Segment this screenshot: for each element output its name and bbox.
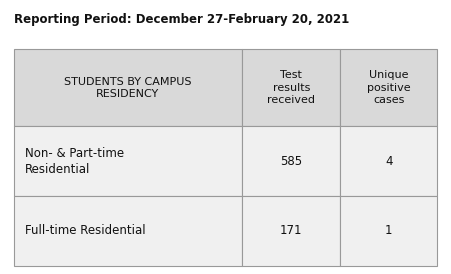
Bar bbox=[243, 126, 340, 196]
Text: Unique
positive
cases: Unique positive cases bbox=[367, 70, 410, 105]
Bar bbox=[14, 126, 243, 196]
Bar bbox=[340, 126, 437, 196]
Text: STUDENTS BY CAMPUS
RESIDENCY: STUDENTS BY CAMPUS RESIDENCY bbox=[64, 76, 192, 99]
Text: 585: 585 bbox=[280, 155, 302, 168]
Text: Test
results
received: Test results received bbox=[267, 70, 315, 105]
Bar bbox=[243, 196, 340, 266]
Bar bbox=[14, 196, 243, 266]
Text: 1: 1 bbox=[385, 224, 392, 237]
Bar bbox=[340, 49, 437, 126]
Text: 171: 171 bbox=[280, 224, 303, 237]
Text: Non- & Part-time
Residential: Non- & Part-time Residential bbox=[25, 147, 124, 176]
Bar bbox=[14, 49, 243, 126]
Text: Reporting Period: December 27-February 20, 2021: Reporting Period: December 27-February 2… bbox=[14, 13, 349, 26]
Bar bbox=[243, 49, 340, 126]
Bar bbox=[340, 196, 437, 266]
Text: 4: 4 bbox=[385, 155, 392, 168]
Text: Full-time Residential: Full-time Residential bbox=[25, 224, 145, 237]
